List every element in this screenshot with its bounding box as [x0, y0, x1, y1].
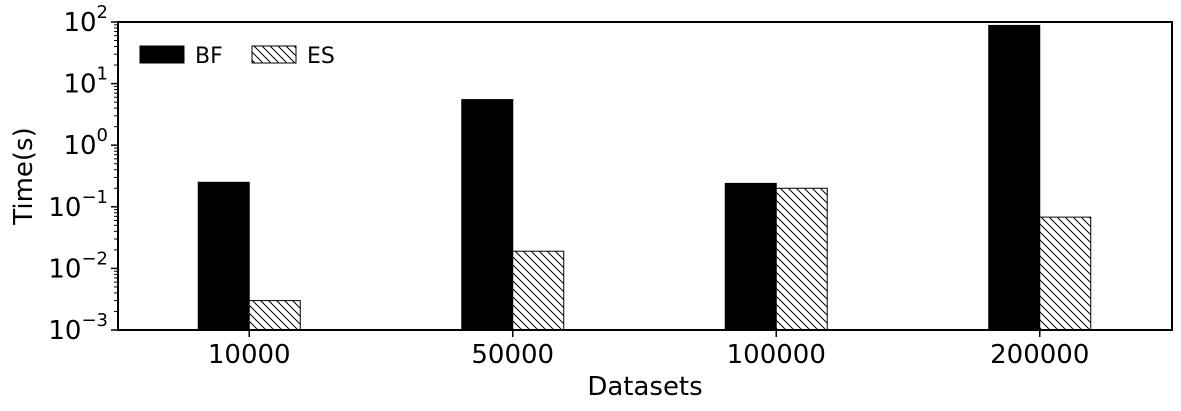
- y-tick-label-exponent: −2: [81, 248, 108, 269]
- bar-bf-200000: [988, 24, 1041, 331]
- y-tick-label-base: 10: [63, 131, 96, 161]
- x-tick-label: 200000: [990, 340, 1089, 370]
- bars-group: [197, 24, 1092, 331]
- bar-bf-50000: [461, 99, 514, 331]
- legend-label-bf: BF: [195, 44, 223, 69]
- y-tick-label: 101: [63, 64, 108, 100]
- y-tick-label-base: 10: [48, 254, 81, 284]
- bar-es-10000: [248, 300, 301, 331]
- x-axis: 10000 50000 100000 200000: [208, 330, 1089, 370]
- bar-bf-100000: [724, 182, 777, 331]
- y-tick-label: 100: [63, 125, 108, 161]
- legend-swatch-es: [251, 45, 297, 64]
- y-tick-label-base: 10: [63, 70, 96, 100]
- y-tick-label: 10−3: [48, 310, 108, 346]
- y-axis-title: Time(s): [9, 127, 39, 225]
- bar-bf-10000: [197, 181, 250, 331]
- x-tick-label: 50000: [471, 340, 554, 370]
- bar-es-200000: [1039, 216, 1092, 331]
- bar-es-100000: [775, 187, 828, 331]
- y-tick-label-exponent: −3: [81, 310, 108, 331]
- y-tick-label-base: 10: [63, 8, 96, 38]
- y-tick-label: 10−2: [48, 248, 108, 284]
- y-tick-label-base: 10: [48, 316, 81, 346]
- x-tick-label: 100000: [727, 340, 826, 370]
- y-tick-label-exponent: 2: [97, 2, 108, 23]
- legend-label-es: ES: [307, 44, 335, 69]
- y-tick-label-exponent: 1: [97, 64, 108, 85]
- legend-swatch-bf: [139, 45, 185, 64]
- x-axis-title: Datasets: [587, 372, 702, 402]
- y-tick-label-base: 10: [48, 193, 81, 223]
- y-tick-label: 102: [63, 2, 108, 38]
- plot-area-frame: [117, 21, 1173, 331]
- bar-es-50000: [512, 250, 565, 331]
- y-tick-label-exponent: −1: [81, 187, 108, 208]
- x-tick-label: 10000: [208, 340, 291, 370]
- y-tick-label: 10−1: [48, 187, 108, 223]
- legend: BF ES: [139, 44, 335, 69]
- y-tick-label-exponent: 0: [97, 125, 108, 146]
